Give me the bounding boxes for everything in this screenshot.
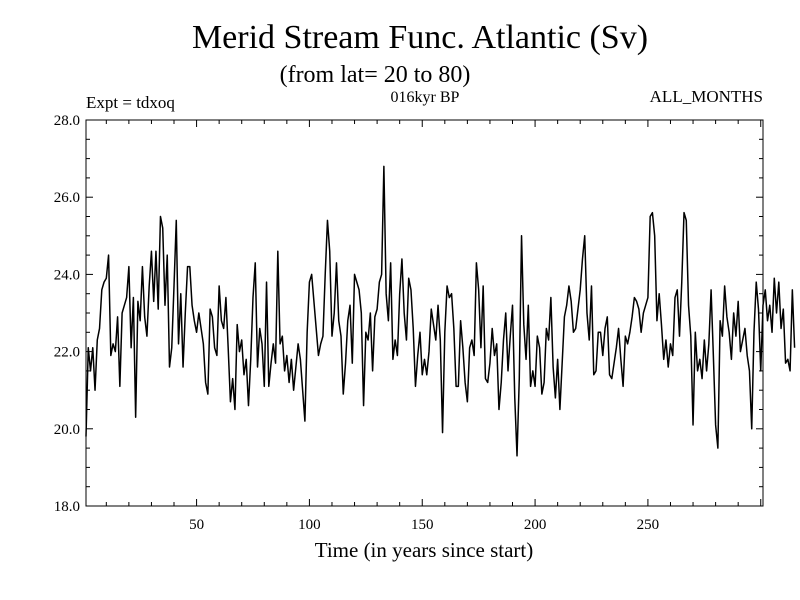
x-tick-label: 100 [298, 517, 321, 533]
y-tick-label: 22.0 [54, 345, 80, 361]
series-line [85, 165, 796, 457]
x-tick-label: 200 [524, 517, 547, 533]
y-tick-label: 28.0 [54, 113, 80, 129]
x-tick-label: 250 [637, 517, 660, 533]
x-axis: 50 100 150 200 250 [105, 120, 762, 533]
x-axis-label: Time (in years since start) [315, 538, 534, 562]
x-tick-label: 150 [411, 517, 434, 533]
y-tick-label: 26.0 [54, 190, 80, 206]
chart-title: Merid Stream Func. Atlantic (Sv) [192, 19, 648, 56]
x-tick-label: 50 [189, 517, 204, 533]
months-label: ALL_MONTHS [650, 87, 763, 106]
y-tick-label: 20.0 [54, 422, 80, 438]
experiment-label: Expt = tdxoq [86, 93, 175, 112]
period-label: 016kyr BP [391, 89, 460, 106]
y-tick-label: 24.0 [54, 267, 80, 283]
y-tick-label: 18.0 [54, 499, 80, 515]
chart-subtitle: (from lat= 20 to 80) [280, 62, 471, 88]
y-axis: 18.0 20.0 22.0 24.0 26.0 28.0 [54, 113, 763, 515]
